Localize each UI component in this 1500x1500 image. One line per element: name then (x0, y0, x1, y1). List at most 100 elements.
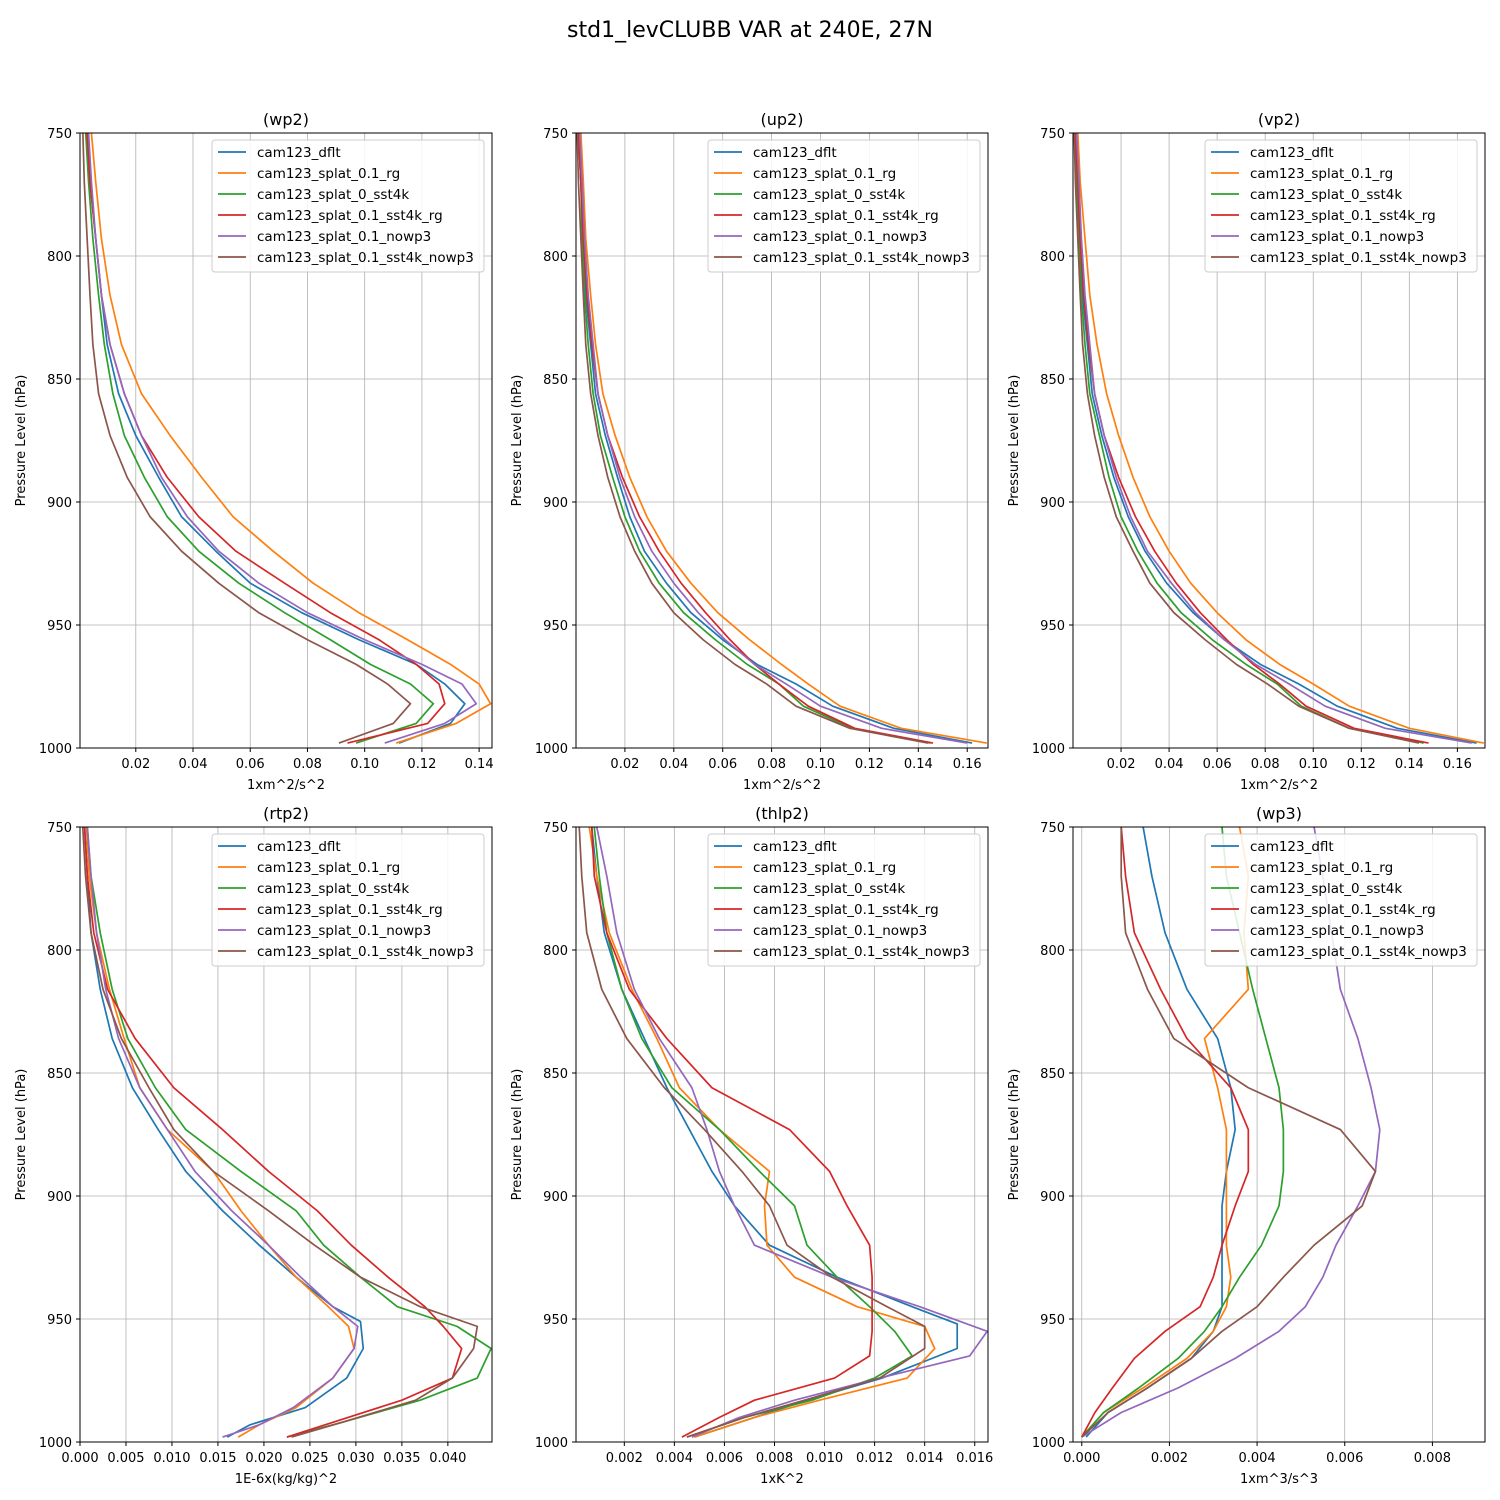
y-tick-label: 800 (543, 250, 568, 265)
y-axis-label: Pressure Level (hPa) (14, 375, 29, 507)
series-line-cam123_splat_0.1_sst4k_rg (83, 827, 463, 1438)
legend-label: cam123_splat_0.1_rg (753, 166, 896, 182)
series-line-cam123_splat_0.1_rg (580, 133, 987, 744)
x-axis-label: 1xm^2/s^2 (743, 778, 821, 793)
legend-label: cam123_splat_0.1_rg (753, 860, 896, 876)
y-tick-label: 950 (1040, 1313, 1065, 1328)
y-tick-label: 950 (1040, 619, 1065, 634)
axes-frame (575, 132, 989, 749)
legend-label: cam123_splat_0.1_rg (1250, 166, 1393, 182)
x-axis-label: 1xm^2/s^2 (1240, 778, 1318, 793)
chart-panel-2: 0.02 0.04 0.06 0.08 0.10 0.12 0.14 0.16 750 800 85… (510, 110, 989, 793)
legend-label: cam123_splat_0_sst4k (257, 881, 409, 897)
y-tick-label: 950 (47, 619, 72, 634)
legend-label: cam123_splat_0.1_sst4k_nowp3 (753, 250, 970, 266)
chart-panel-5: 0.002 0.004 0.006 0.008 0.010 0.012 0.014 0.016… (510, 804, 993, 1487)
x-tick-label: 0.04 (659, 757, 688, 772)
series-line-cam123_splat_0.1_sst4k_rg (577, 133, 934, 744)
x-tick-label: 0.035 (383, 1451, 420, 1466)
x-axis-label: 1xm^3/s^3 (1240, 1472, 1318, 1487)
legend-box (211, 139, 485, 273)
x-tick-label: 0.015 (199, 1451, 236, 1466)
x-tick-label: 0.12 (407, 757, 436, 772)
series-line-cam123_splat_0.1_nowp3 (86, 827, 359, 1438)
series-line-cam123_splat_0.1_sst4k_rg (1074, 133, 1429, 744)
series-group (1081, 827, 1381, 1438)
legend-label: cam123_dflt (257, 839, 341, 855)
x-tick-label: 0.002 (1151, 1451, 1188, 1466)
x-tick-label: 0.10 (350, 757, 379, 772)
legend-label: cam123_dflt (753, 839, 837, 855)
chart-panel-1: 0.02 0.04 0.06 0.08 0.10 0.12 0.14 750 800 850 900… (14, 110, 494, 793)
y-tick-label: 750 (47, 821, 72, 836)
series-line-cam123_splat_0.1_sst4k_nowp3 (1081, 827, 1377, 1438)
x-tick-label: 0.02 (121, 757, 150, 772)
x-tick-label: 0.02 (1107, 757, 1136, 772)
x-tick-label: 0.08 (293, 757, 322, 772)
series-line-cam123_splat_0.1_sst4k_nowp3 (578, 827, 926, 1438)
panel-title: (vp2) (1258, 110, 1300, 129)
y-tick-label: 850 (543, 1067, 568, 1082)
legend-label: cam123_splat_0_sst4k (753, 881, 905, 897)
legend-box (707, 833, 981, 967)
x-tick-label: 0.004 (1238, 1451, 1275, 1466)
legend: cam123_dflt cam123_splat_0.1_rg cam123_spl… (707, 833, 981, 967)
legend-label: cam123_dflt (257, 145, 341, 161)
series-line-cam123_splat_0.1_nowp3 (1075, 133, 1472, 744)
legend-label: cam123_splat_0.1_sst4k_rg (753, 208, 939, 224)
y-tick-label: 850 (47, 373, 72, 388)
series-line-cam123_splat_0.1_sst4k_rg (1081, 827, 1250, 1438)
x-tick-label: 0.02 (610, 757, 639, 772)
legend-label: cam123_splat_0_sst4k (753, 187, 905, 203)
x-tick-label: 0.06 (708, 757, 737, 772)
x-tick-label: 0.004 (656, 1451, 693, 1466)
y-tick-label: 1000 (39, 1436, 72, 1451)
y-tick-label: 750 (1040, 127, 1065, 142)
x-tick-label: 0.14 (465, 757, 494, 772)
series-line-cam123_dflt (83, 827, 365, 1438)
legend-label: cam123_splat_0_sst4k (257, 187, 409, 203)
x-tick-label: 0.000 (1063, 1451, 1100, 1466)
legend-label: cam123_splat_0_sst4k (1250, 187, 1402, 203)
y-axis-label: Pressure Level (hPa) (510, 375, 525, 507)
legend-label: cam123_splat_0.1_sst4k_rg (257, 208, 443, 224)
y-tick-label: 750 (543, 821, 568, 836)
series-line-cam123_splat_0_sst4k (1074, 133, 1424, 744)
series-line-cam123_splat_0.1_sst4k_rg (590, 827, 873, 1438)
axes-frame (575, 826, 989, 1443)
figure-title: std1_levCLUBB VAR at 240E, 27N (567, 18, 933, 43)
legend-label: cam123_splat_0_sst4k (1250, 881, 1402, 897)
x-tick-label: 0.014 (906, 1451, 943, 1466)
x-tick-label: 0.04 (1155, 757, 1184, 772)
x-tick-label: 0.12 (855, 757, 884, 772)
y-tick-label: 800 (543, 944, 568, 959)
legend-box (1204, 833, 1478, 967)
y-tick-label: 800 (1040, 944, 1065, 959)
y-axis-label: Pressure Level (hPa) (1007, 375, 1022, 507)
x-tick-label: 0.06 (1203, 757, 1232, 772)
legend-label: cam123_splat_0.1_sst4k_nowp3 (1250, 250, 1467, 266)
x-tick-label: 0.08 (757, 757, 786, 772)
y-tick-label: 950 (543, 1313, 568, 1328)
legend-label: cam123_splat_0.1_sst4k_rg (1250, 902, 1436, 918)
y-tick-label: 750 (543, 127, 568, 142)
x-axis-label: 1xm^2/s^2 (247, 778, 325, 793)
legend-label: cam123_dflt (1250, 839, 1334, 855)
legend-label: cam123_splat_0.1_rg (257, 166, 400, 182)
x-tick-label: 0.012 (856, 1451, 893, 1466)
x-tick-label: 0.16 (953, 757, 982, 772)
series-line-cam123_splat_0.1_rg (1081, 827, 1250, 1438)
y-tick-label: 900 (47, 1190, 72, 1205)
y-tick-label: 900 (1040, 496, 1065, 511)
x-tick-label: 0.005 (107, 1451, 144, 1466)
y-tick-label: 1000 (1032, 742, 1065, 757)
y-axis-label: Pressure Level (hPa) (510, 1069, 525, 1201)
x-tick-label: 0.04 (179, 757, 208, 772)
legend-label: cam123_splat_0.1_sst4k_rg (1250, 208, 1436, 224)
legend: cam123_dflt cam123_splat_0.1_rg cam123_spl… (707, 139, 981, 273)
y-tick-label: 750 (47, 127, 72, 142)
x-tick-label: 0.000 (61, 1451, 98, 1466)
series-line-cam123_splat_0.1_rg (90, 133, 492, 744)
x-tick-label: 0.008 (1414, 1451, 1451, 1466)
